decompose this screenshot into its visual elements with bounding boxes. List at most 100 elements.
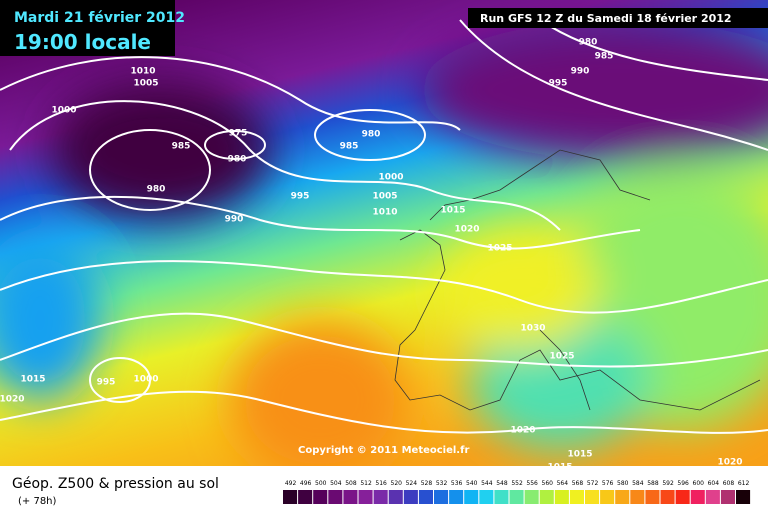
scale-label: 544 xyxy=(481,480,493,487)
scale-swatch xyxy=(539,490,554,504)
scale-label: 564 xyxy=(557,480,569,487)
isobar-label: 1015 xyxy=(440,206,465,216)
scale-swatch xyxy=(720,490,735,504)
scale-swatch xyxy=(600,490,615,504)
scale-swatch xyxy=(479,490,494,504)
scale-label: 512 xyxy=(360,480,372,487)
scale-swatch xyxy=(418,490,433,504)
scale-swatch xyxy=(464,490,479,504)
run: Run GFS 12 Z du Samedi 18 février 2012 xyxy=(480,12,732,25)
isobar-label: 990 xyxy=(225,215,244,225)
isobar-label: 980 xyxy=(228,155,247,165)
isobar-label: 1025 xyxy=(487,244,512,254)
scale-label: 560 xyxy=(542,480,554,487)
scale-swatch xyxy=(585,490,600,504)
scale-label: 592 xyxy=(662,480,674,487)
scale-label: 580 xyxy=(617,480,629,487)
isobar-label: 980 xyxy=(147,185,166,195)
scale-swatch xyxy=(343,490,358,504)
scale-swatch xyxy=(328,490,343,504)
isobar-label: 1020 xyxy=(717,458,742,468)
background xyxy=(0,0,768,480)
isobar-label: 980 xyxy=(362,130,381,140)
scale-label: 528 xyxy=(421,480,433,487)
scale-label: 492 xyxy=(285,480,297,487)
isobar-label: 1010 xyxy=(372,208,397,218)
run-box xyxy=(468,8,768,28)
isobar-label: 1020 xyxy=(510,426,535,436)
scale-label: 600 xyxy=(693,480,705,487)
scale-swatch xyxy=(736,490,751,504)
scale-label: 504 xyxy=(330,480,342,487)
legend-title: Géop. Z500 & pression au sol xyxy=(12,476,219,492)
scale-label: 524 xyxy=(406,480,418,487)
isobars xyxy=(0,19,768,434)
scale-label: 608 xyxy=(723,480,735,487)
copyright: Copyright © 2011 Meteociel.fr xyxy=(298,445,469,456)
scale-swatch xyxy=(645,490,660,504)
scale-swatch xyxy=(675,490,690,504)
isobar-label: 985 xyxy=(340,142,359,152)
isobar-label: 980 xyxy=(579,38,598,48)
isobar-label: 1000 xyxy=(133,375,158,385)
scale-label: 576 xyxy=(602,480,614,487)
scale-swatch xyxy=(388,490,403,504)
scale-swatch xyxy=(524,490,539,504)
scale-label: 588 xyxy=(647,480,659,487)
isobar-label: 1030 xyxy=(520,324,545,334)
scale-label: 532 xyxy=(436,480,448,487)
scale-label: 604 xyxy=(708,480,720,487)
isobar-label: 995 xyxy=(291,192,310,202)
isobar-label: 975 xyxy=(229,129,248,139)
scale-swatch xyxy=(298,490,313,504)
scale-swatch xyxy=(358,490,373,504)
scale-label: 572 xyxy=(587,480,599,487)
isobar-label: 995 xyxy=(97,378,116,388)
date: Mardi 21 février 2012 xyxy=(14,10,185,26)
scale-swatch xyxy=(449,490,464,504)
scale-swatch xyxy=(690,490,705,504)
scale-swatch xyxy=(615,490,630,504)
isobar-label: 1015 xyxy=(20,375,45,385)
scale-swatch xyxy=(434,490,449,504)
scale-swatch xyxy=(403,490,418,504)
scale-swatch xyxy=(373,490,388,504)
scale-label: 552 xyxy=(511,480,523,487)
isobar-label: 990 xyxy=(571,67,590,77)
scale-label: 500 xyxy=(315,480,327,487)
scale-label: 568 xyxy=(572,480,584,487)
scale-label: 556 xyxy=(526,480,538,487)
isobar-label: 1025 xyxy=(549,352,574,362)
scale-label: 584 xyxy=(632,480,644,487)
scale-swatch xyxy=(494,490,509,504)
date-box xyxy=(0,0,175,56)
scale-swatch xyxy=(554,490,569,504)
scale-swatch xyxy=(569,490,584,504)
isobar-label: 985 xyxy=(595,52,614,62)
lead-time: (+ 78h) xyxy=(18,496,57,507)
isobar-label: 1010 xyxy=(130,67,155,77)
isobar-label: 1005 xyxy=(133,79,158,89)
scale-swatch xyxy=(509,490,524,504)
scale-label: 548 xyxy=(496,480,508,487)
scale-label: 540 xyxy=(466,480,478,487)
isobar-label: 1005 xyxy=(372,192,397,202)
scale-label: 496 xyxy=(300,480,312,487)
scale-label: 596 xyxy=(677,480,689,487)
color-scale: 492 496 500 504 508 512 516 520 524 528 532 536 540 5… xyxy=(283,480,751,504)
scale-label: 508 xyxy=(345,480,357,487)
time: 19:00 locale xyxy=(14,30,151,54)
isobar-label: 995 xyxy=(549,79,568,89)
scale-swatch xyxy=(283,490,298,504)
scale-label: 520 xyxy=(391,480,403,487)
scale-swatch xyxy=(705,490,720,504)
isobar-label: 1020 xyxy=(454,225,479,235)
scale-swatch xyxy=(660,490,675,504)
isobar-label: 1020 xyxy=(0,395,25,405)
isobar-label: 1000 xyxy=(378,173,403,183)
scale-label: 516 xyxy=(375,480,387,487)
isobar-label: 1015 xyxy=(567,450,592,460)
legend-bar xyxy=(0,466,768,512)
